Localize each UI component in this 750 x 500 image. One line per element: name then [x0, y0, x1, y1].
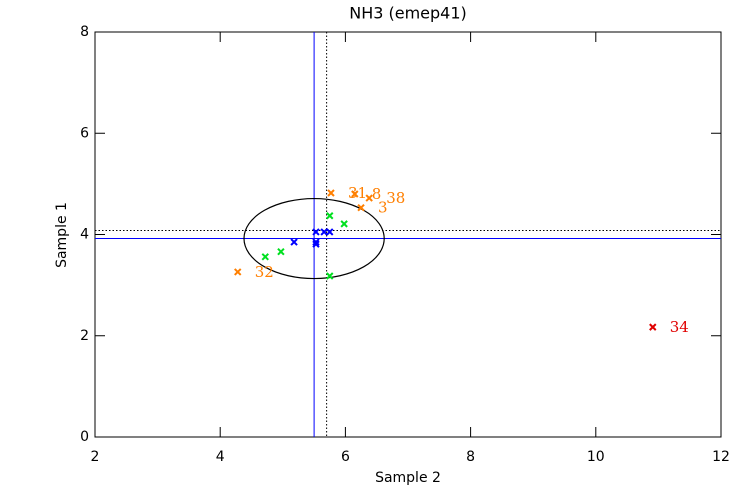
point [327, 189, 335, 197]
y-tick-label: 0 [80, 429, 89, 445]
x-tick-label: 2 [91, 449, 100, 465]
x-tick-label: 10 [587, 449, 605, 465]
point [320, 228, 328, 236]
point-label: 32 [255, 263, 274, 281]
plot-frame [94, 31, 722, 438]
point [312, 238, 320, 246]
point [261, 253, 269, 261]
point [351, 190, 359, 198]
y-tick-label: 6 [80, 125, 89, 141]
point-label: 31 [348, 184, 367, 202]
point [365, 194, 373, 202]
point [234, 268, 242, 276]
x-tick-label: 4 [216, 449, 225, 465]
point [290, 238, 298, 246]
x-tick-label: 12 [712, 449, 730, 465]
y-tick-label: 4 [80, 227, 89, 243]
y-tick-label: 2 [80, 328, 89, 344]
point [312, 240, 320, 248]
point [340, 220, 348, 228]
x-tick-label: 6 [341, 449, 350, 465]
point [649, 323, 657, 331]
ellipse [243, 197, 385, 280]
point-label: 3 [378, 199, 388, 217]
x-axis-label: Sample 2 [375, 470, 441, 486]
y-tick-label: 8 [80, 24, 89, 40]
point-label: 8 [372, 185, 382, 203]
y-axis-label: Sample 1 [54, 202, 70, 268]
point [277, 248, 285, 256]
point [326, 228, 334, 236]
point [326, 212, 334, 220]
point [357, 203, 365, 212]
point [326, 272, 334, 280]
x-tick-label: 8 [466, 449, 475, 465]
point-label: 34 [670, 318, 689, 336]
chart-title: NH3 (emep41) [349, 4, 467, 23]
point [312, 228, 320, 236]
point-label: 38 [386, 189, 405, 207]
